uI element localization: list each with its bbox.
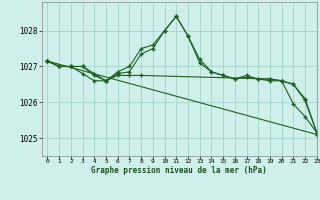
X-axis label: Graphe pression niveau de la mer (hPa): Graphe pression niveau de la mer (hPa) xyxy=(91,166,267,175)
